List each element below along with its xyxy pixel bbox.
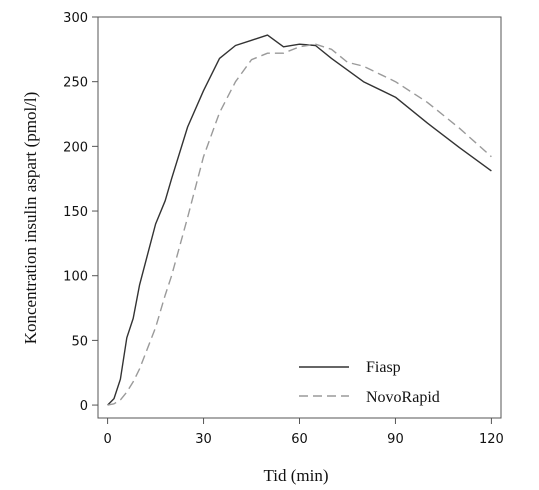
x-axis-title: Tid (min) [263,466,328,485]
y-tick-label: 250 [63,76,88,91]
legend: Fiasp NovoRapid [299,359,440,406]
legend-label-fiasp: Fiasp [366,359,401,376]
y-axis-ticks: 0 50 100 150 200 250 300 [63,11,98,414]
x-tick-label: 120 [479,432,504,447]
y-tick-label: 100 [63,270,88,285]
y-tick-label: 50 [71,334,88,349]
y-tick-label: 150 [63,205,88,220]
x-tick-label: 90 [387,432,404,447]
series-line-novorapid [107,43,492,406]
legend-label-novorapid: NovoRapid [366,389,440,406]
x-tick-label: 30 [195,432,212,447]
series-layer [107,34,492,406]
y-tick-label: 300 [63,11,88,26]
y-axis-title: Koncentration insulin aspart (pmol/l) [21,92,40,345]
x-axis-ticks: 0 30 60 90 120 [103,418,504,447]
x-tick-label: 60 [291,432,308,447]
y-tick-label: 0 [80,399,88,414]
series-line-fiasp [107,34,492,406]
y-tick-label: 200 [63,140,88,155]
x-tick-label: 0 [103,432,111,447]
